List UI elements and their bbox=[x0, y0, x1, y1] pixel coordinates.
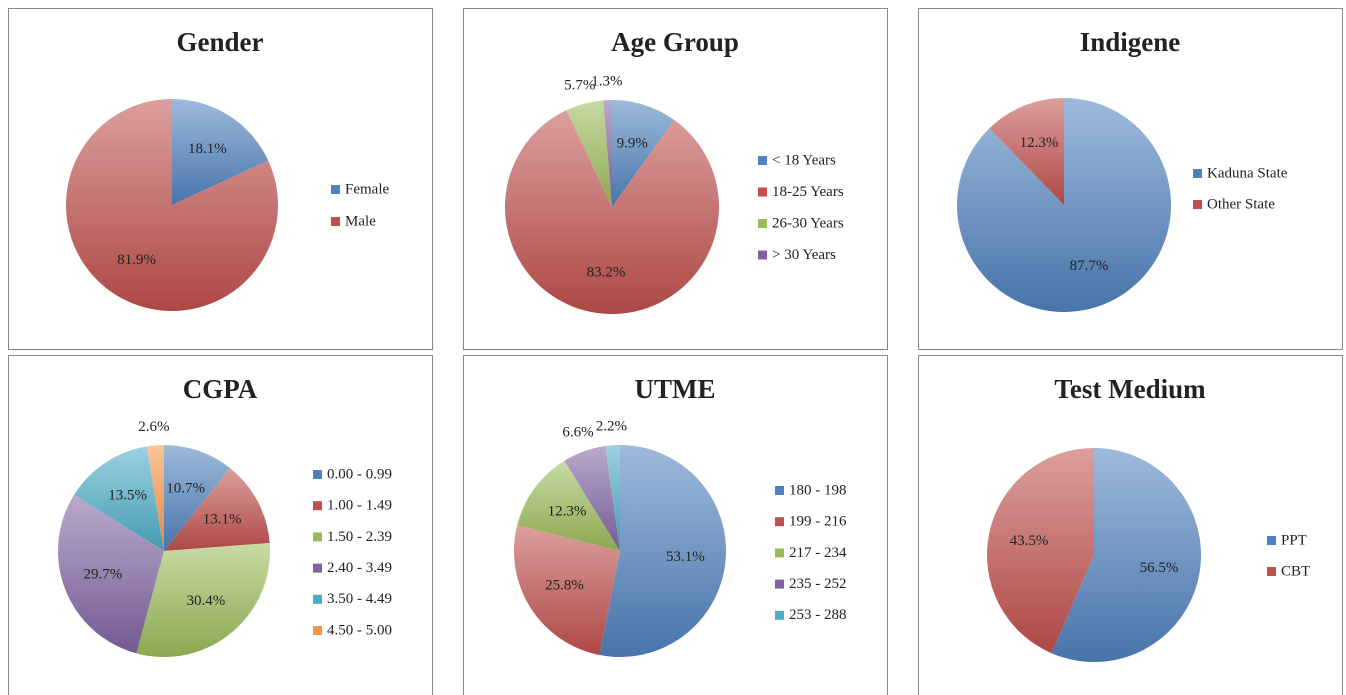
pie-slice bbox=[517, 460, 620, 551]
legend-label: 253 - 288 bbox=[789, 607, 847, 623]
legend-swatch bbox=[313, 470, 322, 479]
pie-slice bbox=[74, 446, 164, 551]
pie-slice bbox=[164, 468, 270, 551]
chart-title: Indigene bbox=[1080, 27, 1181, 57]
pie-slice bbox=[57, 494, 164, 654]
pie-slice bbox=[612, 100, 675, 207]
legend-label: CBT bbox=[1281, 563, 1310, 579]
legend-label: Kaduna State bbox=[1207, 165, 1288, 181]
data-label: 13.5% bbox=[108, 488, 147, 504]
data-label: 29.7% bbox=[83, 566, 122, 582]
legend-label: 2.40 - 3.49 bbox=[327, 560, 392, 576]
pie-slice bbox=[989, 98, 1064, 205]
legend-swatch bbox=[775, 517, 784, 527]
chart-title: UTME bbox=[635, 374, 716, 404]
data-label: 18.1% bbox=[188, 141, 227, 157]
data-label: 5.7% bbox=[564, 78, 595, 94]
legend-label: 26-30 Years bbox=[772, 215, 844, 231]
pie-slice bbox=[1051, 448, 1201, 663]
data-label: 10.7% bbox=[166, 480, 205, 496]
legend-label: Female bbox=[345, 181, 389, 197]
legend-label: 235 - 252 bbox=[789, 576, 847, 592]
legend-label: PPT bbox=[1281, 532, 1307, 548]
legend-swatch bbox=[758, 156, 767, 165]
legend-swatch bbox=[758, 219, 767, 228]
legend-swatch bbox=[775, 548, 784, 558]
data-label: 2.6% bbox=[138, 419, 169, 435]
legend-label: 1.00 - 1.49 bbox=[327, 498, 392, 514]
data-label: 1.3% bbox=[591, 74, 622, 90]
legend-swatch bbox=[313, 563, 322, 573]
legend-label: 3.50 - 4.49 bbox=[327, 591, 392, 607]
pie-panel: UTME 53.1% 180 - 198 25.8% 199 - 216 12.3% 217… bbox=[463, 355, 888, 695]
pie-slice bbox=[172, 99, 269, 205]
pie-slice bbox=[599, 445, 727, 657]
pie-slice bbox=[66, 99, 278, 312]
chart-title: CGPA bbox=[183, 374, 258, 404]
legend-swatch bbox=[758, 187, 767, 197]
legend-swatch bbox=[1267, 536, 1276, 545]
pie-panel: Gender 18.1% Female 81.9% Male bbox=[8, 8, 433, 350]
pie-panel: Age Group 9.9% < 18 Years 83.2% 18-25 Years 5… bbox=[463, 8, 888, 350]
data-label: 30.4% bbox=[187, 593, 226, 609]
chart-title: Age Group bbox=[611, 27, 739, 57]
pie-panel: CGPA 10.7% 0.00 - 0.99 13.1% 1.00 - 1.49 30.4… bbox=[8, 355, 433, 695]
legend-label: 1.50 - 2.39 bbox=[327, 529, 392, 545]
chart-title: Gender bbox=[177, 27, 264, 57]
legend-swatch bbox=[1267, 567, 1276, 576]
data-label: 12.3% bbox=[1020, 135, 1059, 151]
legend-label: > 30 Years bbox=[772, 247, 836, 263]
pie-slice bbox=[504, 110, 719, 314]
data-label: 13.1% bbox=[203, 512, 242, 528]
pie-slice bbox=[146, 445, 164, 551]
legend-swatch bbox=[1193, 169, 1202, 178]
legend-swatch bbox=[775, 579, 784, 589]
data-label: 53.1% bbox=[666, 549, 705, 565]
legend-swatch bbox=[331, 185, 340, 194]
pie-slice bbox=[514, 525, 620, 655]
legend-label: 4.50 - 5.00 bbox=[327, 622, 392, 638]
legend-label: 18-25 Years bbox=[772, 184, 844, 200]
legend-swatch bbox=[313, 594, 322, 604]
legend-label: Male bbox=[345, 213, 376, 229]
legend-label: Other State bbox=[1207, 196, 1275, 212]
legend-swatch bbox=[1193, 200, 1202, 209]
pie-slice bbox=[566, 100, 612, 207]
legend-label: 180 - 198 bbox=[789, 482, 847, 498]
legend-swatch bbox=[313, 501, 322, 511]
data-label: 25.8% bbox=[545, 578, 584, 594]
data-label: 2.2% bbox=[596, 419, 627, 435]
data-label: 56.5% bbox=[1140, 560, 1179, 576]
legend-swatch bbox=[775, 610, 784, 620]
pie-panel: Indigene 87.7% Kaduna State 12.3% Other Stat… bbox=[918, 8, 1343, 350]
legend-label: 217 - 234 bbox=[789, 545, 847, 561]
legend-swatch bbox=[775, 486, 784, 495]
legend-swatch bbox=[758, 250, 767, 260]
pie-slice bbox=[164, 445, 231, 551]
data-label: 43.5% bbox=[1010, 533, 1049, 549]
legend-swatch bbox=[313, 626, 322, 635]
legend-label: 199 - 216 bbox=[789, 514, 847, 530]
chart-title: Test Medium bbox=[1054, 374, 1206, 404]
data-label: 9.9% bbox=[617, 135, 648, 151]
legend-label: < 18 Years bbox=[772, 152, 836, 168]
data-label: 12.3% bbox=[548, 504, 587, 520]
pie-slice bbox=[564, 446, 620, 551]
legend-swatch bbox=[313, 532, 322, 542]
data-label: 81.9% bbox=[117, 252, 156, 268]
data-label: 6.6% bbox=[562, 424, 593, 440]
pie-slice bbox=[136, 543, 270, 657]
pie-panel: Test Medium 56.5% PPT 43.5% CBT bbox=[918, 355, 1343, 695]
legend-swatch bbox=[331, 217, 340, 226]
pie-slice bbox=[603, 100, 612, 207]
data-label: 87.7% bbox=[1070, 258, 1109, 274]
pie-slice bbox=[986, 447, 1094, 654]
data-label: 83.2% bbox=[587, 265, 626, 281]
pie-slice bbox=[605, 445, 620, 551]
legend-label: 0.00 - 0.99 bbox=[327, 466, 392, 482]
